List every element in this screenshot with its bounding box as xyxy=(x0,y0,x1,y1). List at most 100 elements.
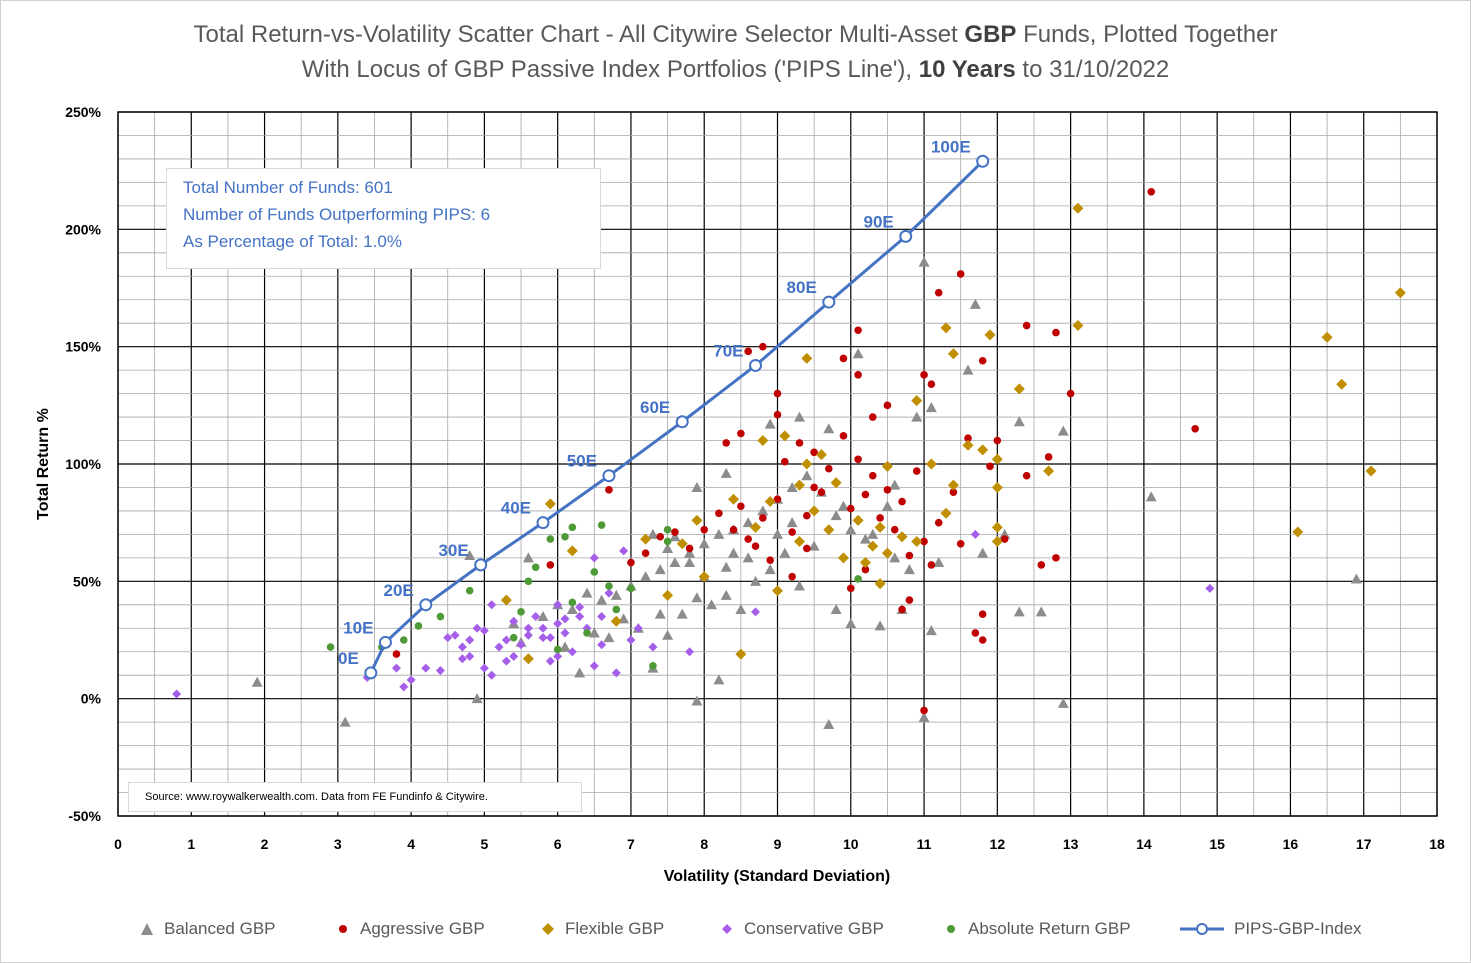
point-aggressive-gbp xyxy=(956,270,965,278)
point-flexible-gbp xyxy=(867,540,879,552)
y-tick-label: 100% xyxy=(65,456,101,472)
point-conservative-gbp xyxy=(567,647,577,657)
point-conservative-gbp xyxy=(575,602,585,612)
x-tick-label: 10 xyxy=(843,836,859,852)
point-balanced-gbp xyxy=(559,641,571,652)
legend-label-balanced: Balanced GBP xyxy=(164,919,276,938)
point-flexible-gbp xyxy=(977,444,989,456)
pips-label: 10E xyxy=(343,618,373,637)
point-aggressive-gbp xyxy=(759,514,767,522)
point-conservative-gbp xyxy=(457,642,467,652)
legend-item-balanced: Balanced GBP xyxy=(140,916,276,942)
point-flexible-gbp xyxy=(1043,465,1055,477)
point-aggressive-gbp xyxy=(1066,389,1075,398)
pips-point xyxy=(602,469,616,483)
point-aggressive-gbp xyxy=(934,288,943,297)
point-balanced-gbp xyxy=(662,542,674,553)
x-tick-label: 8 xyxy=(700,836,708,852)
point-aggressive-gbp xyxy=(986,462,994,471)
point-aggressive-gbp xyxy=(803,511,811,520)
point-balanced-gbp xyxy=(764,418,776,429)
point-aggressive-gbp xyxy=(546,561,555,569)
point-balanced-gbp xyxy=(522,552,534,563)
x-tick-label: 2 xyxy=(261,836,269,852)
point-balanced-gbp xyxy=(566,603,578,614)
point-aggressive-gbp xyxy=(627,558,635,567)
pips-point xyxy=(899,229,913,243)
point-conservative-gbp xyxy=(589,553,599,563)
point-balanced-gbp xyxy=(581,587,593,598)
y-tick-label: -50% xyxy=(68,808,101,824)
y-tick-label: 150% xyxy=(65,339,101,355)
point-flexible-gbp xyxy=(984,329,996,341)
point-conservative-gbp xyxy=(487,670,497,680)
point-aggressive-gbp xyxy=(1191,425,1199,433)
point-balanced-gbp xyxy=(793,411,805,422)
pips-label: 0E xyxy=(338,649,359,668)
point-balanced-gbp xyxy=(750,575,762,586)
point-aggressive-gbp xyxy=(854,455,862,464)
point-balanced-gbp xyxy=(764,564,776,575)
point-flexible-gbp xyxy=(1072,320,1084,332)
point-aggressive-gbp xyxy=(715,509,723,518)
point-aggressive-gbp xyxy=(978,610,987,618)
point-absolute-return-gbp xyxy=(663,537,672,546)
point-conservative-gbp xyxy=(553,600,563,610)
point-conservative-gbp xyxy=(443,633,453,643)
pips-point xyxy=(536,516,550,530)
point-flexible-gbp xyxy=(662,589,674,601)
point-balanced-gbp xyxy=(742,552,754,563)
point-flexible-gbp xyxy=(830,477,842,489)
point-aggressive-gbp xyxy=(854,371,862,379)
point-flexible-gbp xyxy=(874,521,886,533)
point-aggressive-gbp xyxy=(978,356,987,365)
point-flexible-gbp xyxy=(1072,202,1084,214)
point-flexible-gbp xyxy=(698,571,710,583)
pips-point xyxy=(976,154,990,168)
point-flexible-gbp xyxy=(991,535,1003,547)
point-flexible-gbp xyxy=(947,479,959,491)
point-balanced-gbp xyxy=(654,564,666,575)
point-aggressive-gbp xyxy=(905,551,914,560)
point-conservative-gbp xyxy=(531,612,541,622)
point-aggressive-gbp xyxy=(1022,471,1031,480)
point-conservative-gbp xyxy=(1205,583,1215,593)
point-conservative-gbp xyxy=(472,623,482,633)
point-aggressive-gbp xyxy=(744,535,752,543)
point-conservative-gbp xyxy=(575,612,585,622)
point-flexible-gbp xyxy=(1336,378,1348,390)
point-balanced-gbp xyxy=(706,599,718,610)
point-balanced-gbp xyxy=(830,603,842,614)
chart-legend: Balanced GBP Aggressive GBP Flexible GBP… xyxy=(0,916,1471,942)
point-balanced-gbp xyxy=(684,557,696,568)
point-balanced-gbp xyxy=(742,517,754,528)
point-conservative-gbp xyxy=(597,640,607,650)
point-flexible-gbp xyxy=(823,524,835,536)
point-balanced-gbp xyxy=(889,479,901,490)
point-conservative-gbp xyxy=(523,630,533,640)
point-conservative-gbp xyxy=(391,663,401,673)
point-flexible-gbp xyxy=(793,479,805,491)
y-tick-label: 200% xyxy=(65,221,101,237)
point-aggressive-gbp xyxy=(700,525,709,534)
point-aggressive-gbp xyxy=(392,650,401,658)
point-flexible-gbp xyxy=(911,395,923,407)
point-aggressive-gbp xyxy=(729,525,738,534)
point-conservative-gbp xyxy=(172,689,182,699)
point-aggressive-gbp xyxy=(737,502,745,511)
point-balanced-gbp xyxy=(537,611,549,622)
point-balanced-gbp xyxy=(588,627,600,638)
point-absolute-return-gbp xyxy=(649,662,657,670)
point-balanced-gbp xyxy=(691,592,703,603)
point-flexible-gbp xyxy=(566,545,578,557)
point-aggressive-gbp xyxy=(766,556,774,565)
point-flexible-gbp xyxy=(750,521,762,533)
point-absolute-return-gbp xyxy=(612,605,621,614)
point-conservative-gbp xyxy=(435,666,445,676)
point-absolute-return-gbp xyxy=(553,645,562,654)
diamond-marker-icon xyxy=(722,924,732,934)
point-aggressive-gbp xyxy=(773,495,782,504)
point-balanced-gbp xyxy=(918,256,930,267)
point-balanced-gbp xyxy=(691,695,703,706)
